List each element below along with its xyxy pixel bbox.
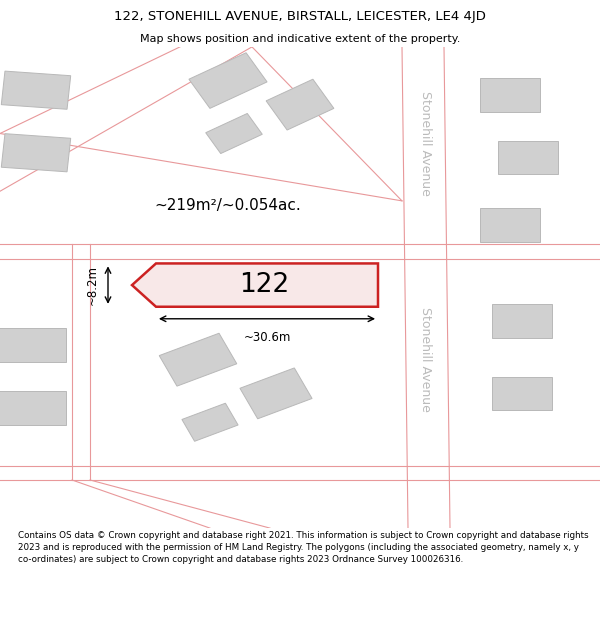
Polygon shape xyxy=(1,134,71,172)
Polygon shape xyxy=(492,304,552,338)
Text: ~30.6m: ~30.6m xyxy=(244,331,290,344)
Polygon shape xyxy=(480,208,540,242)
Polygon shape xyxy=(480,78,540,112)
Polygon shape xyxy=(159,333,237,386)
Text: 122, STONEHILL AVENUE, BIRSTALL, LEICESTER, LE4 4JD: 122, STONEHILL AVENUE, BIRSTALL, LEICEST… xyxy=(114,10,486,23)
Polygon shape xyxy=(189,52,267,108)
Polygon shape xyxy=(498,141,558,174)
Text: 122: 122 xyxy=(239,272,289,298)
Polygon shape xyxy=(240,368,312,419)
Text: ~8.2m: ~8.2m xyxy=(86,265,99,305)
Polygon shape xyxy=(182,403,238,441)
Polygon shape xyxy=(132,264,378,307)
Polygon shape xyxy=(0,328,66,362)
Polygon shape xyxy=(0,391,66,424)
Polygon shape xyxy=(492,376,552,410)
Polygon shape xyxy=(1,71,71,109)
Text: Contains OS data © Crown copyright and database right 2021. This information is : Contains OS data © Crown copyright and d… xyxy=(18,531,589,564)
Text: Stonehill Avenue: Stonehill Avenue xyxy=(419,308,433,412)
Text: ~219m²/~0.054ac.: ~219m²/~0.054ac. xyxy=(155,198,301,213)
Text: Map shows position and indicative extent of the property.: Map shows position and indicative extent… xyxy=(140,34,460,44)
Polygon shape xyxy=(266,79,334,130)
Text: Stonehill Avenue: Stonehill Avenue xyxy=(419,91,433,196)
Polygon shape xyxy=(206,114,262,154)
